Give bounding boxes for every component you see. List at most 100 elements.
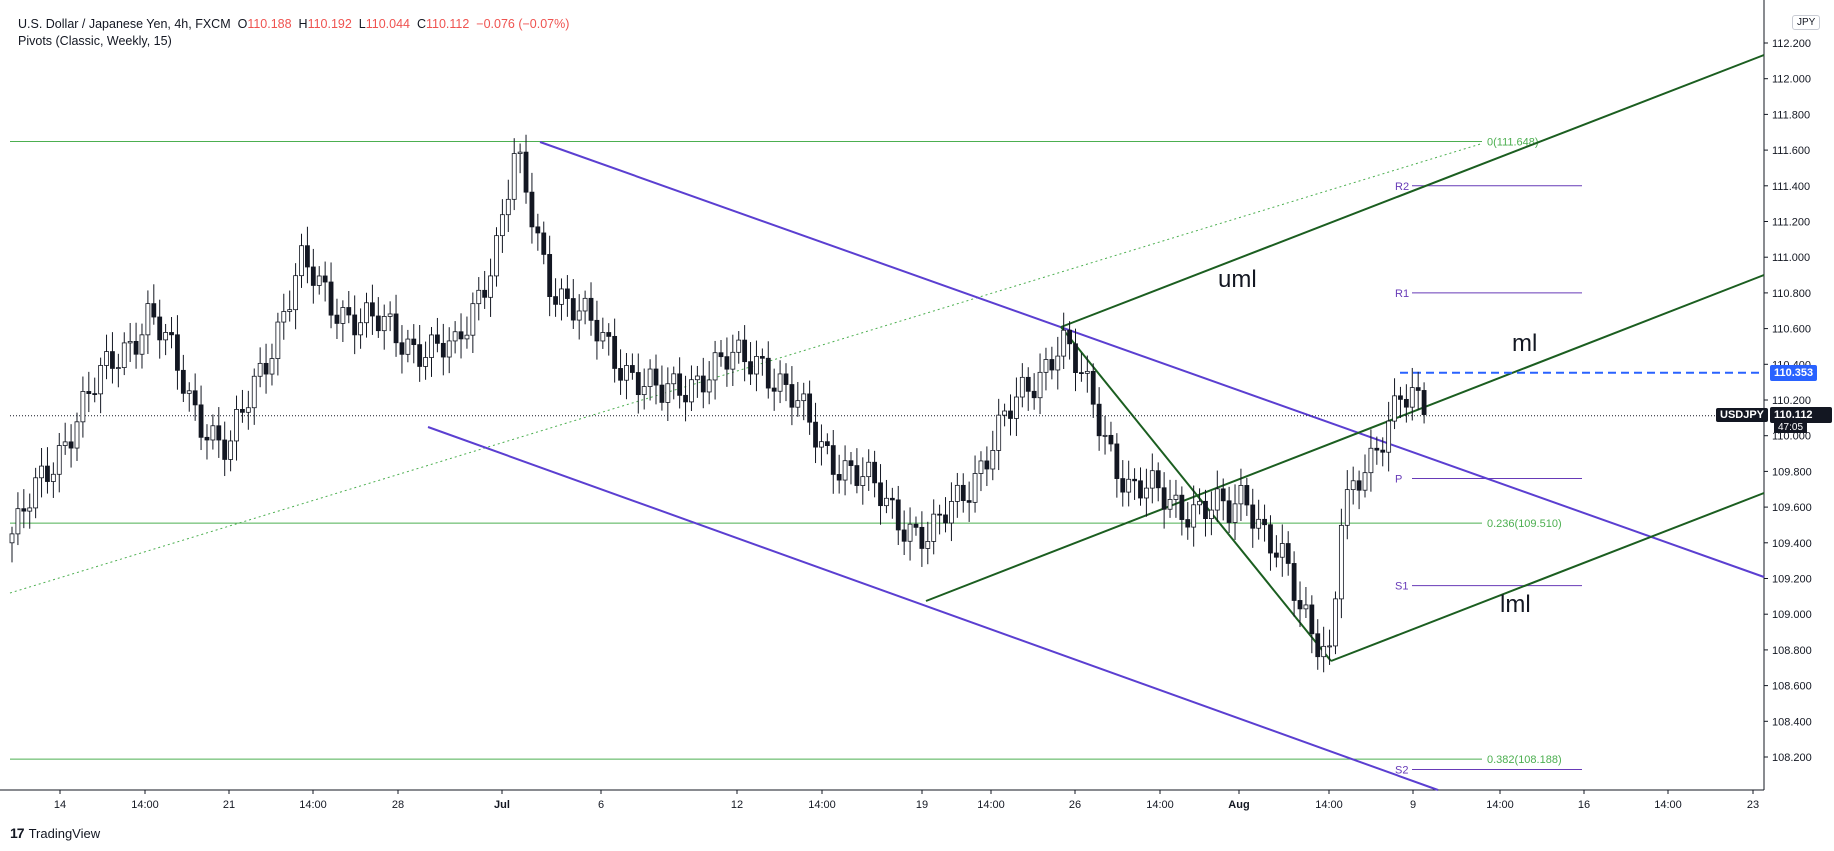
candle-body xyxy=(440,342,446,358)
candle-body xyxy=(186,390,192,394)
candle-body xyxy=(884,497,889,507)
candle-body xyxy=(1037,371,1043,399)
bar-countdown: 47:05 xyxy=(1774,422,1808,433)
candle-body xyxy=(1409,387,1415,408)
candle-body xyxy=(517,151,523,154)
candle-body xyxy=(659,384,665,403)
candle-body xyxy=(759,356,765,359)
candle-body xyxy=(470,303,476,336)
price-tick-label: 108.400 xyxy=(1772,716,1812,728)
candle-body xyxy=(931,513,937,542)
candle-body xyxy=(387,313,393,317)
channel-upper-line xyxy=(539,141,1765,578)
candle-body xyxy=(683,394,688,403)
candle-body xyxy=(1191,504,1197,528)
candle-body xyxy=(352,314,358,336)
candle-body xyxy=(689,379,694,403)
indicator-legend[interactable]: Pivots (Classic, Weekly, 15) xyxy=(18,34,172,48)
candle-body xyxy=(801,393,807,402)
candle-body xyxy=(1273,552,1279,558)
candle-body xyxy=(966,500,972,503)
candle-body xyxy=(866,461,872,478)
chart-header: U.S. Dollar / Japanese Yen, 4h, FXCM O11… xyxy=(18,17,569,31)
pivot-label: R2 xyxy=(1395,181,1409,193)
tradingview-logo[interactable]: 17 TradingView xyxy=(10,825,100,841)
price-tick-label: 110.200 xyxy=(1772,395,1811,407)
candle-body xyxy=(1126,478,1132,493)
candle-body xyxy=(1232,503,1238,523)
candle-body xyxy=(1268,524,1273,554)
candle-body xyxy=(104,351,109,366)
price-tick-label: 108.800 xyxy=(1772,645,1812,657)
candle-body xyxy=(748,361,753,375)
candle-body xyxy=(836,474,842,481)
price-tick-label: 112.000 xyxy=(1772,74,1811,86)
candle-body xyxy=(446,340,452,358)
candle-body xyxy=(653,368,659,386)
candle-body xyxy=(777,373,783,392)
candle-body xyxy=(1350,480,1356,491)
annotation-ml: ml xyxy=(1512,330,1537,357)
price-tick-label: 110.600 xyxy=(1772,324,1811,336)
candle-body xyxy=(287,309,293,312)
candle-body xyxy=(346,307,352,316)
candle-body xyxy=(1315,633,1321,658)
time-tick-label: 16 xyxy=(1578,799,1590,811)
candle-body xyxy=(819,441,824,448)
candle-body xyxy=(1368,447,1374,474)
candle-body xyxy=(588,297,594,321)
candle-body xyxy=(482,289,488,298)
candle-body xyxy=(245,407,251,413)
candle-body xyxy=(1297,600,1303,610)
pitchfork-upper-median-line xyxy=(1060,54,1765,328)
pivot-label: S1 xyxy=(1395,581,1408,593)
candle-body xyxy=(1327,645,1332,648)
symbol-description: U.S. Dollar / Japanese Yen, 4h, FXCM xyxy=(18,17,231,31)
candle-body xyxy=(783,373,789,385)
time-tick-label: 12 xyxy=(731,799,743,811)
price-tick-label: 109.200 xyxy=(1772,574,1812,586)
candle-body xyxy=(1073,343,1078,373)
candle-body xyxy=(553,296,558,305)
annotation-uml: uml xyxy=(1218,266,1257,293)
price-tick-label: 111.200 xyxy=(1772,217,1810,229)
candle-body xyxy=(316,275,322,286)
candle-body xyxy=(1421,390,1427,415)
change-value: −0.076 (−0.07%) xyxy=(476,17,570,31)
candle-body xyxy=(1008,410,1013,419)
candle-body xyxy=(234,409,239,442)
candle-body xyxy=(1356,480,1362,491)
candle-body xyxy=(1025,376,1031,392)
pitchfork-lower-median-line xyxy=(1330,492,1765,662)
price-tick-label: 109.800 xyxy=(1772,466,1812,478)
candle-body xyxy=(423,357,428,367)
candle-body xyxy=(1079,372,1084,374)
candle-body xyxy=(1120,478,1126,493)
candle-body xyxy=(257,362,263,377)
candle-body xyxy=(612,335,618,369)
candle-body xyxy=(736,339,742,353)
candle-body xyxy=(529,191,535,228)
candle-body xyxy=(1043,359,1049,373)
candle-body xyxy=(949,501,954,524)
candle-body xyxy=(275,321,281,359)
currency-badge[interactable]: JPY xyxy=(1792,15,1821,30)
candle-body xyxy=(547,254,553,297)
candle-body xyxy=(163,332,169,341)
candle-body xyxy=(240,409,245,413)
time-tick-label: 14:00 xyxy=(1315,799,1343,811)
candle-body xyxy=(943,514,948,524)
price-tick-label: 111.000 xyxy=(1772,252,1810,264)
candle-body xyxy=(74,421,80,449)
time-tick-label: 6 xyxy=(598,799,604,811)
candle-body xyxy=(180,369,186,394)
high-label: H xyxy=(298,17,308,31)
low-label: L xyxy=(358,17,366,31)
time-tick-label: 14:00 xyxy=(131,799,159,811)
candle-body xyxy=(39,465,44,479)
key-level-price-tag: 110.353 xyxy=(1770,365,1818,381)
candle-body xyxy=(1244,485,1250,506)
candle-body xyxy=(718,352,724,358)
candle-body xyxy=(488,275,493,298)
